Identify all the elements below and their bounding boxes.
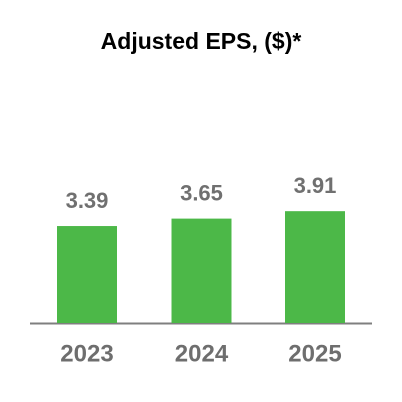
bar <box>285 211 345 323</box>
value-label: 3.39 <box>66 188 109 213</box>
value-label: 3.65 <box>180 180 223 205</box>
x-tick-label: 2024 <box>175 340 229 367</box>
value-label: 3.91 <box>294 173 337 198</box>
bar <box>171 218 232 323</box>
x-tick-label: 2023 <box>60 340 113 367</box>
x-tick-label: 2025 <box>288 340 341 367</box>
bar <box>57 226 117 323</box>
chart-title: Adjusted EPS, ($)* <box>101 28 302 54</box>
